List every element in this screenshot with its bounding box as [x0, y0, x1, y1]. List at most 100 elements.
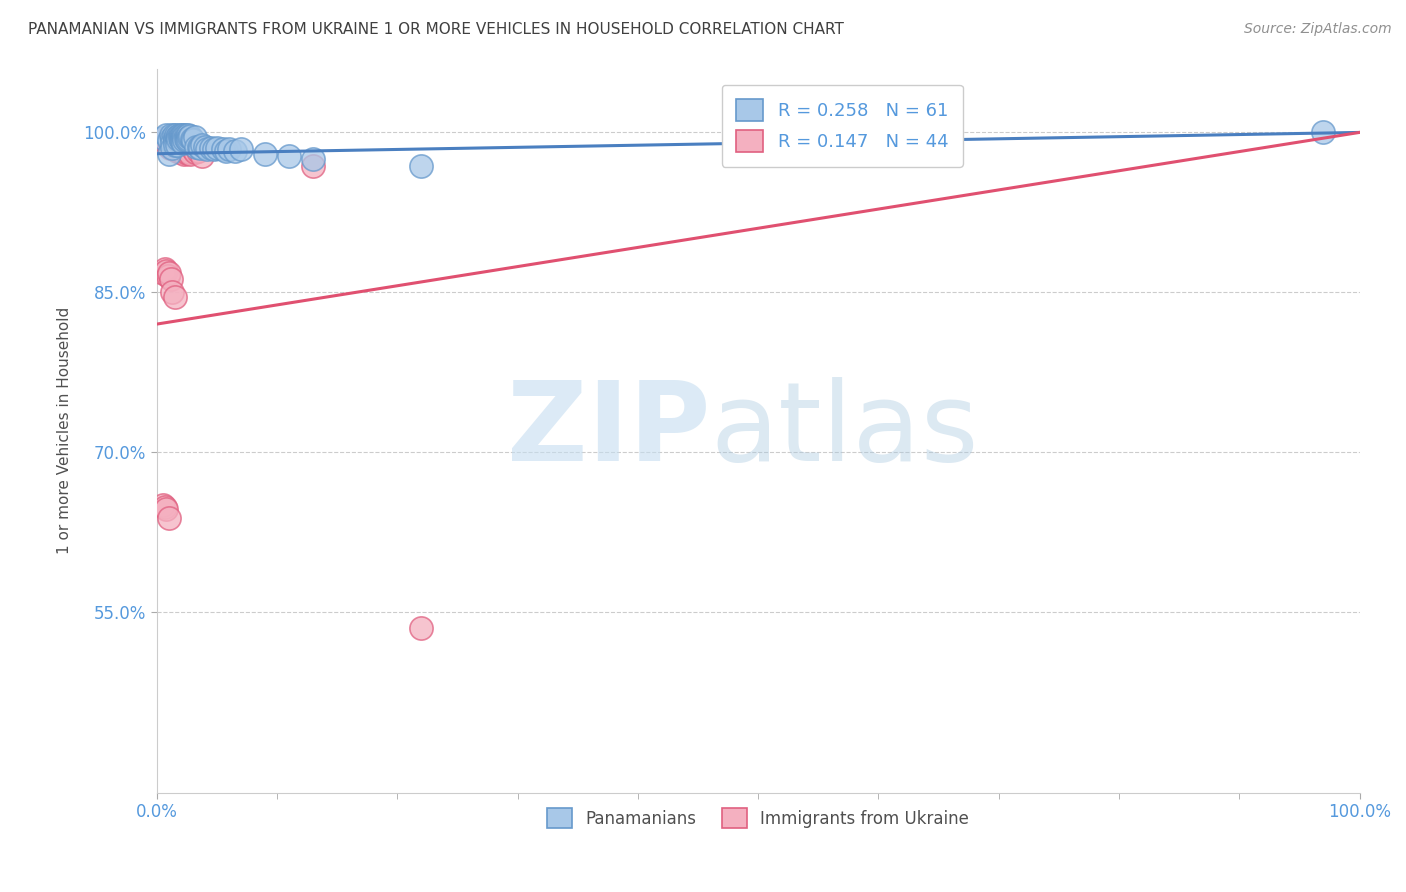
Point [155, 128, 177, 142]
Point [162, 130, 184, 145]
Point [162, 136, 184, 150]
Point [162, 141, 184, 155]
Point [162, 139, 184, 153]
Legend: Panamanians, Immigrants from Ukraine: Panamanians, Immigrants from Ukraine [541, 801, 976, 835]
Point [157, 133, 180, 147]
Point [163, 136, 186, 150]
Point [157, 511, 180, 525]
Point [218, 143, 240, 157]
Y-axis label: 1 or more Vehicles in Household: 1 or more Vehicles in Household [58, 307, 72, 554]
Point [162, 143, 184, 157]
Point [163, 130, 186, 145]
Point [253, 146, 276, 161]
Point [302, 152, 325, 166]
Point [179, 145, 201, 159]
Point [179, 129, 201, 144]
Point [157, 139, 180, 153]
Point [172, 130, 194, 145]
Text: PANAMANIAN VS IMMIGRANTS FROM UKRAINE 1 OR MORE VEHICLES IN HOUSEHOLD CORRELATIO: PANAMANIAN VS IMMIGRANTS FROM UKRAINE 1 … [28, 22, 844, 37]
Point [170, 128, 193, 143]
Point [187, 140, 209, 154]
Point [170, 134, 193, 148]
Point [174, 128, 197, 142]
Point [170, 139, 193, 153]
Point [172, 136, 194, 150]
Point [177, 143, 200, 157]
Point [155, 264, 177, 278]
Point [179, 146, 201, 161]
Point [157, 266, 180, 280]
Point [184, 129, 207, 144]
Point [177, 128, 200, 142]
Point [181, 133, 204, 147]
Point [179, 128, 201, 143]
Point [229, 143, 252, 157]
Point [166, 144, 188, 158]
Point [1312, 125, 1334, 139]
Point [170, 133, 193, 147]
Point [153, 500, 176, 515]
Point [160, 136, 183, 150]
Point [172, 128, 194, 142]
Point [166, 138, 188, 153]
Point [224, 144, 246, 158]
Point [157, 146, 180, 161]
Point [172, 141, 194, 155]
Point [165, 128, 187, 142]
Point [302, 160, 325, 174]
Point [173, 133, 195, 147]
Point [200, 141, 222, 155]
Point [173, 128, 195, 143]
Text: atlas: atlas [710, 377, 979, 484]
Point [191, 138, 214, 153]
Point [173, 145, 195, 159]
Point [173, 146, 195, 161]
Point [152, 130, 174, 145]
Point [169, 130, 191, 145]
Point [163, 138, 186, 153]
Point [180, 132, 202, 146]
Point [170, 143, 193, 157]
Point [169, 145, 191, 159]
Point [215, 144, 238, 158]
Point [155, 136, 177, 150]
Point [166, 133, 188, 147]
Point [152, 133, 174, 147]
Point [155, 502, 177, 516]
Point [165, 140, 187, 154]
Point [181, 143, 204, 157]
Point [186, 140, 208, 154]
Point [152, 498, 174, 512]
Point [167, 132, 190, 146]
Point [174, 132, 197, 146]
Point [191, 149, 214, 163]
Point [177, 132, 200, 146]
Point [160, 128, 183, 142]
Point [187, 144, 209, 158]
Point [153, 261, 176, 276]
Point [170, 144, 193, 158]
Point [156, 269, 179, 284]
Point [169, 128, 191, 142]
Point [159, 141, 181, 155]
Point [170, 128, 193, 142]
Point [167, 138, 190, 153]
Point [184, 145, 207, 159]
Point [152, 266, 174, 280]
Point [411, 621, 433, 635]
Point [166, 129, 188, 144]
Text: ZIP: ZIP [506, 377, 710, 484]
Text: Source: ZipAtlas.com: Source: ZipAtlas.com [1244, 22, 1392, 37]
Point [204, 143, 226, 157]
Point [176, 145, 198, 160]
Point [176, 128, 198, 143]
Point [195, 143, 218, 157]
Point [176, 133, 198, 147]
Point [163, 290, 186, 304]
Point [174, 144, 197, 158]
Point [188, 141, 211, 155]
Point [162, 128, 184, 142]
Point [170, 130, 193, 145]
Point [205, 141, 228, 155]
Point [411, 160, 433, 174]
